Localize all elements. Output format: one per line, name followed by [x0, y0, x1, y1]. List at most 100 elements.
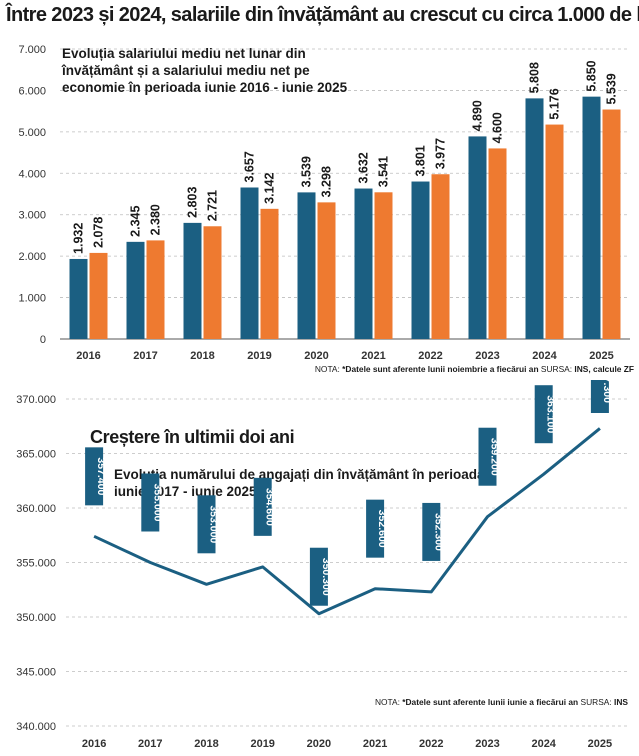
bar-chart-x-tick-label: 2024	[532, 350, 557, 362]
line-chart-title: Creștere în ultimii doi ani	[90, 427, 294, 447]
bar-economy-2023	[488, 148, 507, 339]
note-text: *Datele sunt aferente lunii iunie a fiec…	[402, 697, 578, 707]
bar-chart-bars	[69, 96, 621, 340]
line-chart-x-tick-label: 2023	[475, 738, 499, 750]
bar-chart-y-axis: 0 1.000 2.000 3.000 4.000 5.000 6.000 7.000	[18, 44, 46, 346]
note-text: *Datele sunt aferente lunii noiembrie a …	[342, 364, 538, 374]
line-chart-x-tick-label: 2021	[363, 738, 387, 750]
point-value-label: 363.100	[545, 395, 557, 433]
bar-economy-2019	[260, 208, 279, 339]
bar-education-2024	[525, 98, 544, 339]
bar-value-label: 1.932	[72, 223, 86, 254]
bar-chart-y-tick-label: 4.000	[18, 168, 46, 180]
point-value-label: 353.000	[208, 505, 220, 543]
line-chart-x-tick-label: 2018	[194, 738, 218, 750]
bar-economy-2017	[146, 240, 165, 339]
bar-education-2025	[582, 96, 601, 340]
bar-chart-x-tick-label: 2022	[418, 350, 442, 362]
point-value-label: 359.200	[489, 438, 501, 476]
bar-value-label: 3.657	[243, 151, 257, 182]
line-chart-x-tick-label: 2024	[531, 738, 556, 750]
line-chart-y-tick-label: 365.000	[16, 449, 56, 461]
point-value-label: 367.300	[601, 380, 613, 403]
bar-economy-2022	[431, 174, 450, 339]
bar-chart-subtitle-line: învățământ și a salariului mediu net pe	[61, 63, 310, 78]
bar-value-label: 3.298	[320, 166, 334, 197]
bar-chart-x-tick-label: 2025	[589, 350, 613, 362]
bar-economy-2024	[545, 124, 564, 340]
point-label-box	[85, 447, 104, 506]
line-chart-x-tick-label: 2020	[307, 738, 331, 750]
line-chart-value-labels: 357.400 355.000 353.000 354.600 350.300 352.6…	[85, 380, 613, 606]
point-label-box	[366, 499, 385, 558]
line-chart-y-axis: 340.000 345.000 350.000 355.000 360.000 365.0…	[16, 394, 56, 733]
bar-value-label: 4.600	[491, 112, 505, 143]
bar-value-label: 2.803	[186, 187, 200, 218]
bar-value-label: 3.539	[300, 156, 314, 187]
bar-value-label: 2.345	[129, 206, 143, 237]
bar-value-label: 2.078	[92, 217, 106, 248]
bar-chart-x-tick-label: 2017	[133, 350, 157, 362]
point-label-2017: 355.000	[141, 473, 163, 532]
bar-chart-y-tick-label: 7.000	[18, 44, 46, 56]
bar-chart-subtitle: Evoluția salariului mediu net lunar din …	[61, 46, 348, 95]
bar-value-label: 3.801	[414, 145, 428, 176]
point-label-box	[478, 427, 497, 486]
note-prefix: NOTA:	[375, 697, 402, 707]
point-label-2025: 367.300	[590, 380, 613, 413]
line-chart-y-tick-label: 360.000	[16, 503, 56, 515]
line-chart-series-line	[93, 427, 601, 616]
bar-education-2017	[126, 241, 145, 339]
bar-value-label: 3.632	[357, 152, 371, 183]
bar-chart-note: NOTA: *Datele sunt aferente lunii noiemb…	[315, 364, 634, 374]
bar-chart-x-tick-label: 2020	[304, 350, 328, 362]
bar-education-2022	[411, 181, 430, 339]
bar-value-label: 5.808	[528, 62, 542, 93]
employees-line-chart: 340.000 345.000 350.000 355.000 360.000 365.0…	[16, 380, 628, 750]
salary-bar-chart: 0 1.000 2.000 3.000 4.000 5.000 6.000 7.000 1.9…	[18, 44, 634, 374]
bar-value-label: 4.890	[471, 100, 485, 131]
bar-chart-y-tick-label: 5.000	[18, 127, 46, 139]
bar-economy-2018	[203, 226, 222, 339]
point-label-2022: 352.300	[422, 502, 444, 561]
bar-education-2019	[240, 187, 259, 339]
point-label-2023: 359.200	[478, 427, 501, 486]
bar-chart-y-tick-label: 6.000	[18, 85, 46, 97]
line-chart-note: NOTA: *Datele sunt aferente lunii iunie …	[375, 697, 628, 707]
point-label-box	[141, 473, 160, 532]
bar-value-label: 3.977	[434, 138, 448, 169]
bar-chart-x-tick-label: 2016	[76, 350, 100, 362]
line-chart-y-tick-label: 355.000	[16, 558, 56, 570]
bar-chart-y-tick-label: 0	[40, 334, 46, 346]
bar-value-label: 5.539	[605, 73, 619, 104]
line-chart-x-tick-label: 2017	[138, 738, 162, 750]
source-prefix: SURSA:	[578, 697, 614, 707]
line-chart-x-tick-label: 2016	[82, 738, 106, 750]
bar-chart-y-tick-label: 3.000	[18, 210, 46, 222]
bar-value-label: 2.721	[206, 190, 220, 221]
point-label-box	[309, 547, 328, 606]
point-label-box	[253, 477, 272, 536]
bar-chart-y-tick-label: 2.000	[18, 251, 46, 263]
point-label-2016: 357.400	[85, 447, 107, 506]
line-chart-x-tick-label: 2025	[588, 738, 612, 750]
line-chart-y-tick-label: 340.000	[16, 721, 56, 733]
line-chart-y-tick-label: 345.000	[16, 667, 56, 679]
point-label-box	[590, 380, 609, 413]
bar-chart-subtitle-line: economie în perioada iunie 2016 - iunie …	[62, 80, 348, 95]
bar-chart-x-tick-label: 2023	[475, 350, 499, 362]
point-label-box	[534, 385, 553, 444]
bar-education-2021	[354, 188, 373, 339]
bar-education-2016	[69, 258, 88, 339]
bar-chart-x-tick-label: 2021	[361, 350, 385, 362]
source-text: INS, calcule ZF	[574, 364, 634, 374]
point-label-box	[197, 495, 216, 554]
headline: Între 2023 și 2024, salariile din învăță…	[6, 4, 639, 26]
point-label-box	[422, 502, 441, 561]
bar-chart-subtitle-line: Evoluția salariului mediu net lunar din	[62, 46, 306, 61]
line-chart-subtitle-line: Evoluția numărului de angajați din învăț…	[114, 467, 485, 482]
line-chart-subtitle: Evoluția numărului de angajați din învăț…	[114, 467, 485, 499]
point-value-label: 355.000	[151, 484, 163, 522]
bar-value-label: 3.541	[377, 156, 391, 187]
